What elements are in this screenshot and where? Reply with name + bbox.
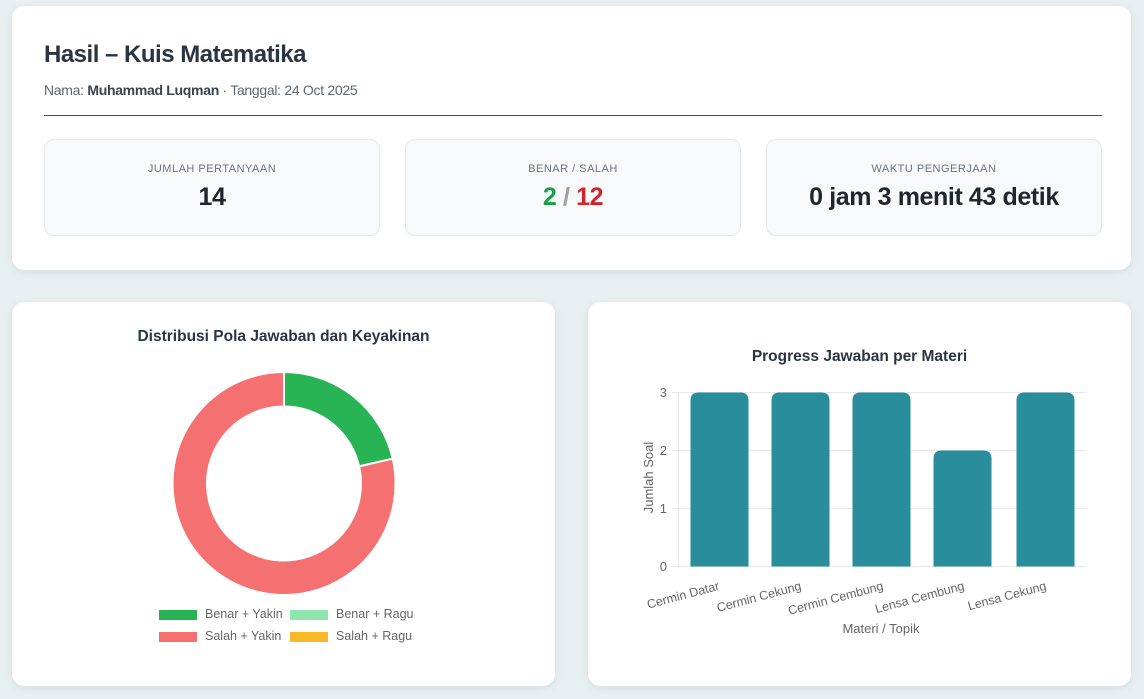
svg-text:Cermin Datar: Cermin Datar — [645, 579, 720, 612]
svg-text:Cermin Cembung: Cermin Cembung — [787, 579, 885, 618]
svg-text:1: 1 — [660, 501, 667, 516]
svg-text:Materi / Topik: Materi / Topik — [842, 621, 920, 636]
svg-text:Jumlah Soal: Jumlah Soal — [641, 442, 656, 514]
svg-text:Lensa Cembung: Lensa Cembung — [874, 579, 966, 616]
svg-text:2: 2 — [660, 443, 667, 458]
svg-text:3: 3 — [660, 385, 667, 400]
svg-text:Lensa Cekung: Lensa Cekung — [966, 579, 1048, 613]
svg-text:0: 0 — [660, 559, 667, 574]
